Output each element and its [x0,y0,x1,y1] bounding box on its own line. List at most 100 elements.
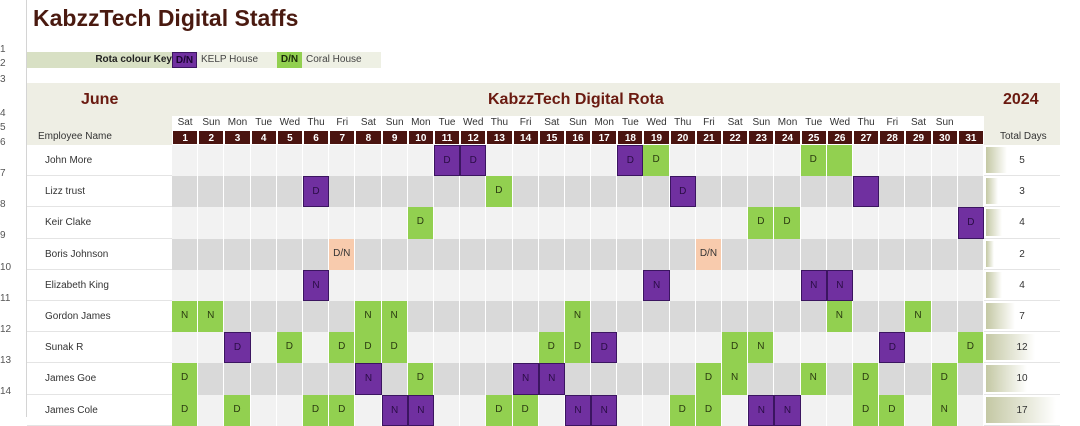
empty-shift-cell[interactable] [460,363,487,395]
empty-shift-cell[interactable] [329,145,356,177]
empty-shift-cell[interactable] [250,238,277,270]
empty-shift-cell[interactable] [198,176,225,208]
shift-cell-coral[interactable]: D [407,363,434,395]
empty-shift-cell[interactable] [198,145,225,177]
shift-cell-coral[interactable]: D [643,145,670,177]
empty-shift-cell[interactable] [617,394,644,426]
empty-shift-cell[interactable] [905,176,932,208]
shift-cell-coral[interactable]: D [800,145,827,177]
empty-shift-cell[interactable] [826,332,854,364]
empty-shift-cell[interactable] [329,269,356,301]
empty-shift-cell[interactable] [774,269,801,301]
empty-shift-cell[interactable] [355,176,382,208]
empty-shift-cell[interactable] [853,238,880,270]
empty-shift-cell[interactable] [826,363,854,395]
empty-shift-cell[interactable] [826,394,854,426]
empty-shift-cell[interactable] [564,207,592,239]
shift-cell-kelp[interactable]: N [302,269,330,301]
empty-shift-cell[interactable] [302,207,330,239]
empty-shift-cell[interactable] [800,332,827,364]
empty-shift-cell[interactable] [853,145,880,177]
empty-shift-cell[interactable] [957,145,984,177]
empty-shift-cell[interactable] [302,145,330,177]
empty-shift-cell[interactable] [276,145,303,177]
shift-cell-coral[interactable]: D [172,363,199,395]
shift-cell-kelp[interactable]: N [512,363,539,395]
empty-shift-cell[interactable] [433,332,461,364]
empty-shift-cell[interactable] [564,145,592,177]
empty-shift-cell[interactable] [879,363,906,395]
empty-shift-cell[interactable] [774,363,801,395]
empty-shift-cell[interactable] [722,394,749,426]
shift-cell-coral[interactable]: D [931,363,958,395]
shift-cell-coral[interactable]: D [355,332,382,364]
empty-shift-cell[interactable] [957,301,984,333]
empty-shift-cell[interactable] [931,332,958,364]
shift-cell-coral[interactable]: D [329,332,356,364]
empty-shift-cell[interactable] [695,301,723,333]
empty-shift-cell[interactable] [224,238,251,270]
empty-shift-cell[interactable] [853,207,880,239]
empty-shift-cell[interactable] [957,363,984,395]
empty-shift-cell[interactable] [669,363,696,395]
empty-shift-cell[interactable] [695,207,723,239]
shift-cell-kelp[interactable]: N [538,363,565,395]
empty-shift-cell[interactable] [695,269,723,301]
empty-shift-cell[interactable] [407,269,434,301]
empty-shift-cell[interactable] [905,145,932,177]
empty-shift-cell[interactable] [407,301,434,333]
empty-shift-cell[interactable] [460,269,487,301]
empty-shift-cell[interactable] [486,207,513,239]
empty-shift-cell[interactable] [172,176,199,208]
empty-shift-cell[interactable] [460,238,487,270]
empty-shift-cell[interactable] [460,301,487,333]
empty-shift-cell[interactable] [722,176,749,208]
empty-shift-cell[interactable] [538,207,565,239]
shift-cell-coral[interactable]: D [722,332,749,364]
shift-cell-coral[interactable]: D [695,394,723,426]
shift-cell-coral[interactable]: D [879,394,906,426]
empty-shift-cell[interactable] [617,332,644,364]
empty-shift-cell[interactable] [302,332,330,364]
empty-shift-cell[interactable] [853,269,880,301]
empty-shift-cell[interactable] [564,269,592,301]
shift-cell-coral[interactable]: D [407,207,434,239]
empty-shift-cell[interactable] [198,238,225,270]
empty-shift-cell[interactable] [512,238,539,270]
empty-shift-cell[interactable] [722,207,749,239]
empty-shift-cell[interactable] [931,145,958,177]
empty-shift-cell[interactable] [643,332,670,364]
empty-shift-cell[interactable] [617,301,644,333]
empty-shift-cell[interactable] [957,394,984,426]
empty-shift-cell[interactable] [512,301,539,333]
empty-shift-cell[interactable] [224,145,251,177]
empty-shift-cell[interactable] [774,301,801,333]
empty-shift-cell[interactable] [879,145,906,177]
shift-cell-coral[interactable]: D [853,363,880,395]
empty-shift-cell[interactable] [617,238,644,270]
empty-shift-cell[interactable] [800,176,827,208]
empty-shift-cell[interactable] [486,145,513,177]
empty-shift-cell[interactable] [669,332,696,364]
empty-shift-cell[interactable] [722,145,749,177]
shift-cell-coral[interactable]: D [329,394,356,426]
empty-shift-cell[interactable] [329,176,356,208]
empty-shift-cell[interactable] [617,176,644,208]
empty-shift-cell[interactable] [433,207,461,239]
empty-shift-cell[interactable] [407,145,434,177]
empty-shift-cell[interactable] [250,332,277,364]
shift-cell-kelp[interactable]: D [617,145,644,177]
empty-shift-cell[interactable] [957,176,984,208]
shift-cell-coral[interactable]: D [224,394,251,426]
empty-shift-cell[interactable] [695,332,723,364]
shift-cell-kelp[interactable]: D [957,207,984,239]
shift-cell-kelp[interactable]: D [591,332,618,364]
empty-shift-cell[interactable] [224,269,251,301]
empty-shift-cell[interactable] [669,207,696,239]
empty-shift-cell[interactable] [486,301,513,333]
empty-shift-cell[interactable] [250,363,277,395]
shift-cell-kelp[interactable]: N [591,394,618,426]
empty-shift-cell[interactable] [931,301,958,333]
empty-shift-cell[interactable] [617,363,644,395]
empty-shift-cell[interactable] [329,301,356,333]
